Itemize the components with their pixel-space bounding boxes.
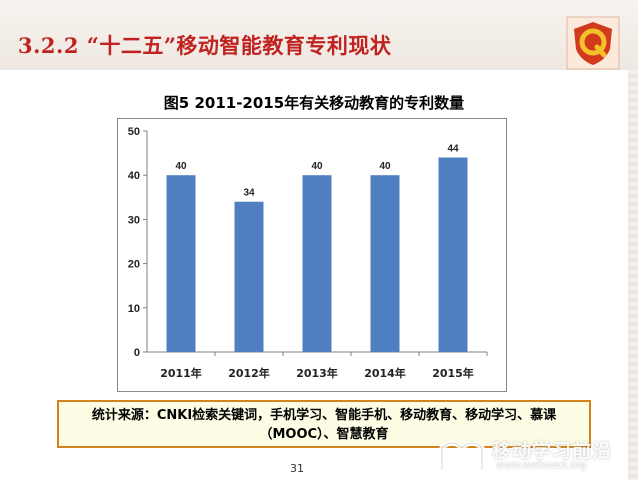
watermark-logo-icon: [439, 440, 485, 470]
bar: [370, 175, 400, 352]
bar: [166, 175, 196, 352]
x-tick-label: 2014年: [364, 366, 406, 380]
x-tick-label: 2015年: [432, 366, 474, 380]
chart-title: 图5 2011-2015年有关移动教育的专利数量: [163, 94, 465, 112]
y-tick-label: 0: [134, 347, 140, 359]
bar: [234, 201, 264, 352]
y-tick-label: 20: [128, 259, 140, 271]
bar: [438, 157, 468, 352]
y-tick-label: 10: [128, 303, 140, 315]
y-tick-label: 50: [128, 126, 140, 138]
watermark-text: 移动学习前沿: [492, 440, 613, 462]
y-tick-label: 30: [128, 214, 140, 226]
data-label: 40: [175, 161, 187, 172]
header-band: [0, 0, 638, 70]
watermark-url: www.weixuexi.org: [496, 460, 587, 471]
data-label: 44: [447, 144, 459, 155]
page-number: 31: [290, 462, 304, 475]
data-label: 34: [243, 188, 255, 199]
source-note-box: 统计来源：CNKI检索关键词，手机学习、智能手机、移动教育、移动学习、慕课（MO…: [57, 400, 591, 448]
data-label: 40: [311, 161, 323, 172]
slide-heading: 3.2.2 “十二五”移动智能教育专利现状: [18, 33, 392, 58]
logo-icon: [566, 16, 620, 70]
decorative-rail: [628, 70, 638, 480]
bar: [302, 175, 332, 352]
y-tick-label: 40: [128, 170, 140, 182]
watermark: 移动学习前沿 www.weixuexi.org: [432, 432, 638, 480]
source-note: 统计来源：CNKI检索关键词，手机学习、智能手机、移动教育、移动学习、慕课（MO…: [91, 408, 557, 442]
x-tick-label: 2012年: [228, 366, 270, 380]
x-tick-label: 2013年: [296, 366, 338, 380]
data-label: 40: [379, 161, 391, 172]
x-tick-label: 2011年: [160, 366, 202, 380]
bar-chart: 0 10 20 30 40 50 40 2011年 34 2012年 40 2013年 40 2014年 4…: [128, 126, 488, 380]
